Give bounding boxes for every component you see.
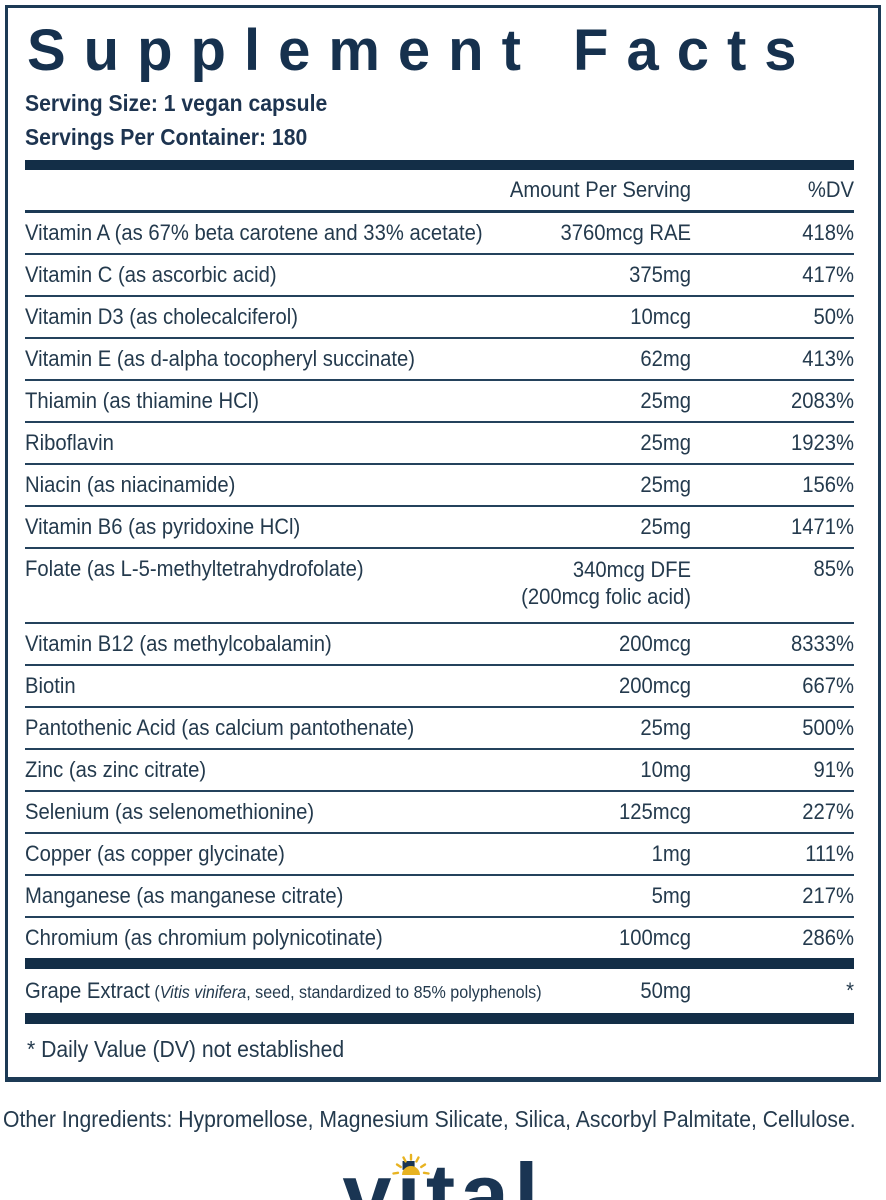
nutrient-name: Copper (as copper glycinate) <box>25 841 285 866</box>
nutrient-amount: 25mg <box>640 472 691 497</box>
nutrient-amount: 50mg <box>640 978 691 1003</box>
table-row: Manganese (as manganese citrate) 5mg 217… <box>25 876 854 918</box>
header-percent-dv: %DV <box>807 177 854 202</box>
nutrient-dv: 85% <box>813 556 854 581</box>
nutrient-name: Vitamin E (as d-alpha tocopheryl succina… <box>25 346 416 371</box>
nutrient-name: Vitamin D3 (as cholecalciferol) <box>25 304 298 329</box>
nutrient-dv: 111% <box>805 841 854 866</box>
table-row: Chromium (as chromium polynicotinate) 10… <box>25 918 854 958</box>
nutrient-amount: 25mg <box>640 388 691 413</box>
serving-size-line: Serving Size: 1 vegan capsule <box>25 90 854 117</box>
table-row: Selenium (as selenomethionine) 125mcg 22… <box>25 792 854 834</box>
nutrient-dv: * <box>846 978 854 1003</box>
nutrient-name: Grape Extract (Vitis vinifera, seed, sta… <box>25 978 542 1003</box>
nutrient-name: Riboflavin <box>25 430 114 455</box>
latin-name: Vitis vinifera <box>159 982 247 1002</box>
divider-bar-top <box>25 160 854 170</box>
nutrient-name: Vitamin B6 (as pyridoxine HCl) <box>25 514 301 539</box>
other-ingredients: Other Ingredients: Hypromellose, Magnesi… <box>3 1106 856 1132</box>
nutrient-dv: 1471% <box>790 514 854 539</box>
nutrient-amount: 340mcg DFE <box>572 557 691 582</box>
sun-icon <box>392 1153 430 1175</box>
nutrient-dv: 227% <box>802 799 854 824</box>
nutrient-amount: 25mg <box>640 430 691 455</box>
table-row: Biotin 200mcg 667% <box>25 666 854 708</box>
nutrient-amount: 200mcg <box>618 673 691 698</box>
nutrient-amount: 125mcg <box>618 799 691 824</box>
table-row-folate: Folate (as L-5-methyltetrahydrofolate) 3… <box>25 549 854 624</box>
dv-footnote: * Daily Value (DV) not established <box>27 1036 345 1062</box>
table-row: Vitamin C (as ascorbic acid) 375mg 417% <box>25 255 854 297</box>
nutrient-dv: 286% <box>802 925 854 950</box>
table-row: Niacin (as niacinamide) 25mg 156% <box>25 465 854 507</box>
divider-bar-middle <box>25 958 854 969</box>
header-amount-per-serving: Amount Per Serving <box>509 177 691 202</box>
nutrient-name: Selenium (as selenomethionine) <box>25 799 315 824</box>
nutrient-dv: 418% <box>802 220 854 245</box>
logo-letter-v: v <box>342 1145 397 1200</box>
table-row: Vitamin E (as d-alpha tocopheryl succina… <box>25 339 854 381</box>
divider-bar-bottom <box>25 1013 854 1024</box>
nutrient-dv: 667% <box>802 673 854 698</box>
nutrient-name: Thiamin (as thiamine HCl) <box>25 388 259 413</box>
nutrient-dv: 50% <box>813 304 854 329</box>
nutrient-dv: 217% <box>802 883 854 908</box>
nutrient-name: Biotin <box>25 673 76 698</box>
nutrient-name: Folate (as L-5-methyltetrahydrofolate) <box>25 556 364 581</box>
table-row: Riboflavin 25mg 1923% <box>25 423 854 465</box>
table-row: Pantothenic Acid (as calcium pantothenat… <box>25 708 854 750</box>
nutrient-dv: 413% <box>802 346 854 371</box>
nutrient-amount: 25mg <box>640 514 691 539</box>
nutrient-amount: 375mg <box>629 262 691 287</box>
nutrient-name: Pantothenic Acid (as calcium pantothenat… <box>25 715 415 740</box>
table-row: Vitamin A (as 67% beta carotene and 33% … <box>25 213 854 255</box>
table-row: Copper (as copper glycinate) 1mg 111% <box>25 834 854 876</box>
serving-size-text: Serving Size: 1 vegan capsule <box>25 90 328 116</box>
nutrient-dv: 91% <box>813 757 854 782</box>
nutrient-amount: 25mg <box>640 715 691 740</box>
servings-per-container-text: Servings Per Container: 180 <box>25 124 308 150</box>
nutrient-amount: 3760mcg RAE <box>560 220 691 245</box>
nutrient-amount: 10mcg <box>630 304 691 329</box>
logo-wordmark: v ital <box>0 1151 886 1200</box>
table-row: Vitamin B6 (as pyridoxine HCl) 25mg 1471… <box>25 507 854 549</box>
nutrient-amount: 62mg <box>640 346 691 371</box>
table-row-grape-extract: Grape Extract (Vitis vinifera, seed, sta… <box>25 969 854 1013</box>
nutrient-name: Vitamin B12 (as methylcobalamin) <box>25 631 332 656</box>
table-row: Vitamin B12 (as methylcobalamin) 200mcg … <box>25 624 854 666</box>
nutrient-dv: 500% <box>802 715 854 740</box>
nutrient-dv: 8333% <box>790 631 854 656</box>
table-row: Zinc (as zinc citrate) 10mg 91% <box>25 750 854 792</box>
nutrient-dv: 1923% <box>790 430 854 455</box>
table-row: Thiamin (as thiamine HCl) 25mg 2083% <box>25 381 854 423</box>
nutrient-amount: 100mcg <box>618 925 691 950</box>
nutrient-dv: 417% <box>802 262 854 287</box>
nutrient-amount: 10mg <box>640 757 691 782</box>
nutrient-name: Zinc (as zinc citrate) <box>25 757 207 782</box>
nutrient-name: Niacin (as niacinamide) <box>25 472 236 497</box>
nutrient-amount: 5mg <box>651 883 691 908</box>
nutrient-amount: 200mcg <box>618 631 691 656</box>
table-header-row: Amount Per Serving %DV <box>25 170 854 213</box>
nutrient-dv: 2083% <box>790 388 854 413</box>
panel-title: Supplement Facts <box>27 18 815 83</box>
table-row: Vitamin D3 (as cholecalciferol) 10mcg 50… <box>25 297 854 339</box>
nutrient-name: Chromium (as chromium polynicotinate) <box>25 925 383 950</box>
nutrient-amount-secondary: (200mcg folic acid) <box>521 584 691 609</box>
supplement-facts-panel: Supplement Facts Serving Size: 1 vegan c… <box>5 5 881 1082</box>
servings-per-container-line: Servings Per Container: 180 <box>25 124 854 151</box>
nutrient-amount: 1mg <box>651 841 691 866</box>
nutrient-dv: 156% <box>802 472 854 497</box>
nutrient-name: Manganese (as manganese citrate) <box>25 883 344 908</box>
vital-nutrients-logo: v ital NUTRIENTS <box>0 1151 886 1200</box>
nutrient-name: Vitamin A (as 67% beta carotene and 33% … <box>25 220 483 245</box>
nutrient-name: Vitamin C (as ascorbic acid) <box>25 262 277 287</box>
logo-letters-tal: tal <box>425 1145 544 1200</box>
